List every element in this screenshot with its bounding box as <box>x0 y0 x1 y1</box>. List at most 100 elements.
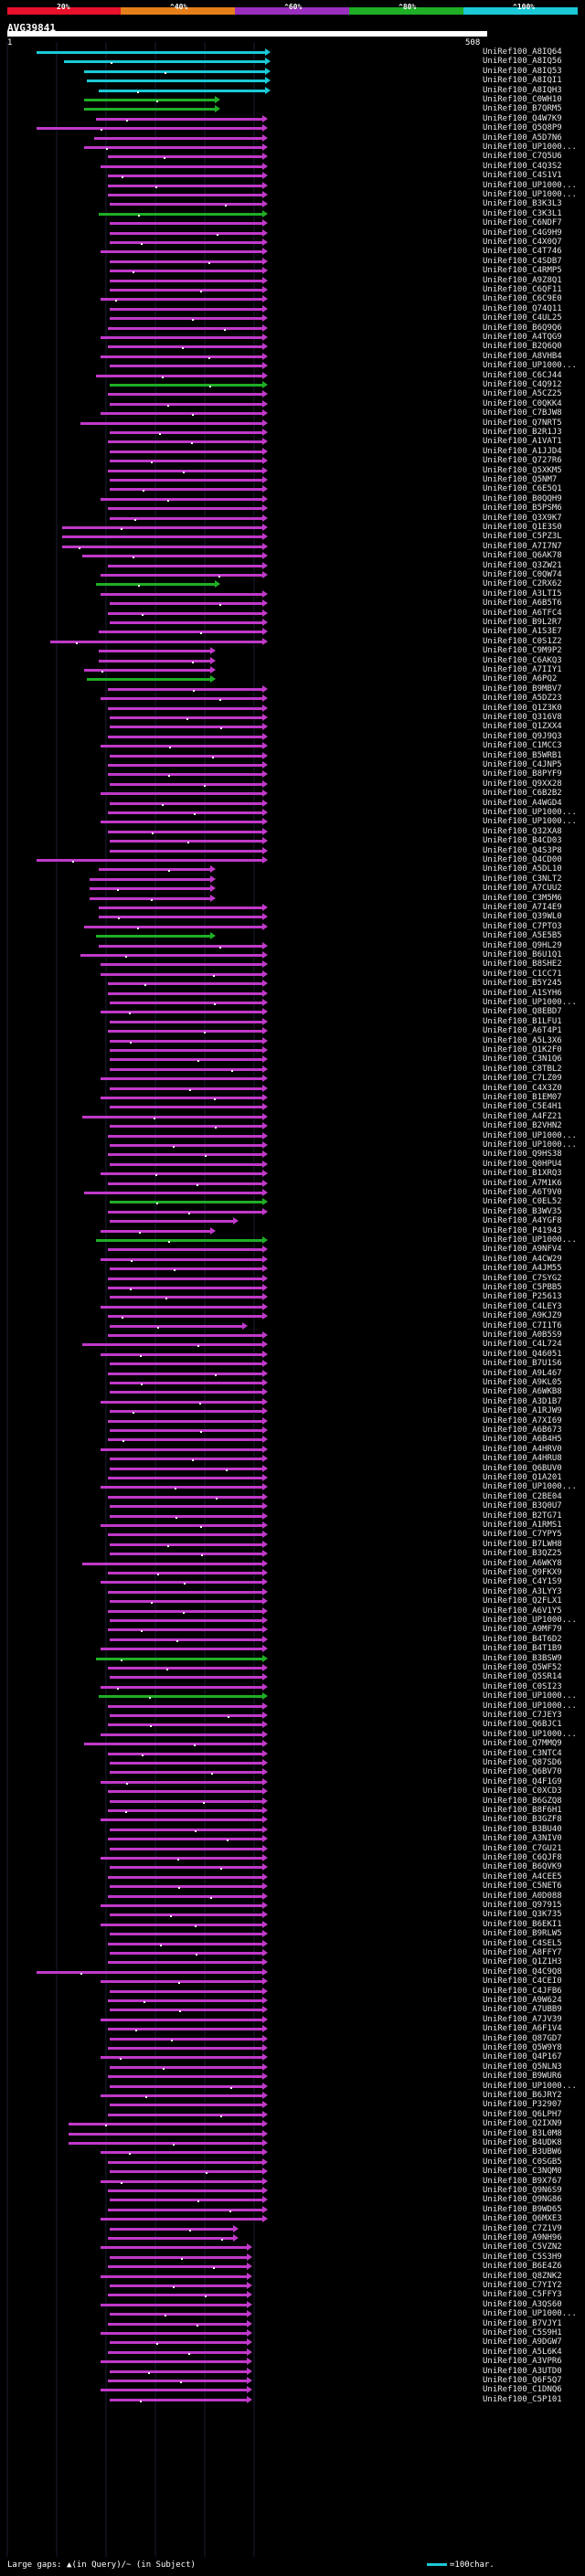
hit-label[interactable]: UniRef100_Q2FLX1 <box>483 1596 562 1606</box>
hit-label[interactable]: UniRef100_C7BJW8 <box>483 408 562 419</box>
hit-label[interactable]: UniRef100_C7SYG2 <box>483 1273 562 1283</box>
hit-label[interactable]: UniRef100_P25613 <box>483 1292 562 1302</box>
hit-label[interactable]: UniRef100_B5Y245 <box>483 979 562 989</box>
hit-row[interactable]: UniRef100_Q6BUV0 <box>0 1464 585 1474</box>
hit-label[interactable]: UniRef100_Q5Q8P9 <box>483 123 562 133</box>
hit-row[interactable]: UniRef100_C7YIY2 <box>0 2281 585 2291</box>
hit-row[interactable]: UniRef100_C0QKK4 <box>0 399 585 409</box>
hit-label[interactable]: UniRef100_A4CW29 <box>483 1254 562 1264</box>
hit-row[interactable]: UniRef100_C4SEL5 <box>0 1939 585 1949</box>
hit-label[interactable]: UniRef100_B2Q6Q0 <box>483 342 562 352</box>
hit-label[interactable]: UniRef100_C0S1Z2 <box>483 636 562 646</box>
hit-row[interactable]: UniRef100_C2BE04 <box>0 1492 585 1502</box>
hit-label[interactable]: UniRef100_C6E5Q1 <box>483 484 562 494</box>
hit-label[interactable]: UniRef100_A9NH96 <box>483 2233 562 2242</box>
hit-label[interactable]: UniRef100_Q5W9Y8 <box>483 2043 562 2052</box>
hit-row[interactable]: UniRef100_B3WV35 <box>0 1207 585 1217</box>
hit-label[interactable]: UniRef100_Q3X9K7 <box>483 513 562 523</box>
hit-row[interactable]: UniRef100_A7XI69 <box>0 1416 585 1426</box>
hit-row[interactable]: UniRef100_C5PZ3L <box>0 532 585 542</box>
hit-label[interactable]: UniRef100_A4HRV0 <box>483 1444 562 1454</box>
hit-label[interactable]: UniRef100_A6TFC4 <box>483 608 562 618</box>
hit-label[interactable]: UniRef100_Q727R6 <box>483 456 562 466</box>
hit-row[interactable]: UniRef100_A9NH96 <box>0 2233 585 2243</box>
hit-row[interactable]: UniRef100_C4JNP5 <box>0 760 585 770</box>
hit-row[interactable]: UniRef100_C7PTO3 <box>0 922 585 932</box>
hit-row[interactable]: UniRef100_C4L724 <box>0 1340 585 1350</box>
hit-row[interactable]: UniRef100_Q4F1G9 <box>0 1777 585 1787</box>
hit-label[interactable]: UniRef100_A6PQ2 <box>483 674 558 684</box>
hit-row[interactable]: UniRef100_Q74Q11 <box>0 304 585 314</box>
hit-label[interactable]: UniRef100_Q9XX28 <box>483 779 562 789</box>
hit-label[interactable]: UniRef100_A7JV39 <box>483 2014 562 2024</box>
hit-row[interactable]: UniRef100_A3QS60 <box>0 2300 585 2310</box>
hit-label[interactable]: UniRef100_B2VHN2 <box>483 1121 562 1131</box>
hit-row[interactable]: UniRef100_A0D088 <box>0 1892 585 1902</box>
hit-row[interactable]: UniRef100_B3GZF8 <box>0 1815 585 1825</box>
hit-row[interactable]: UniRef100_B6QVK9 <box>0 1862 585 1872</box>
hit-label[interactable]: UniRef100_UP1000... <box>483 361 577 371</box>
hit-label[interactable]: UniRef100_C3M5M6 <box>483 893 562 903</box>
hit-row[interactable]: UniRef100_C3NQM0 <box>0 2167 585 2177</box>
hit-row[interactable]: UniRef100_C3M5M6 <box>0 894 585 904</box>
hit-label[interactable]: UniRef100_A3QS60 <box>483 2299 562 2309</box>
hit-label[interactable]: UniRef100_Q1A201 <box>483 1473 562 1482</box>
hit-label[interactable]: UniRef100_C3NLT2 <box>483 874 562 884</box>
hit-row[interactable]: UniRef100_B3QZ25 <box>0 1549 585 1559</box>
hit-row[interactable]: UniRef100_B4CD03 <box>0 836 585 846</box>
hit-row[interactable]: UniRef100_Q9NG86 <box>0 2195 585 2205</box>
hit-row[interactable]: UniRef100_C7BJW8 <box>0 408 585 419</box>
hit-label[interactable]: UniRef100_C4LEY3 <box>483 1301 562 1311</box>
hit-row[interactable]: UniRef100_UP1000... <box>0 190 585 200</box>
hit-label[interactable]: UniRef100_A9Z8Q1 <box>483 275 562 285</box>
hit-row[interactable]: UniRef100_B6GZQ8 <box>0 1797 585 1807</box>
hit-label[interactable]: UniRef100_A1SYH6 <box>483 988 562 998</box>
hit-row[interactable]: UniRef100_C6NDF7 <box>0 218 585 228</box>
hit-label[interactable]: UniRef100_A8IQ64 <box>483 48 562 57</box>
hit-label[interactable]: UniRef100_C5VZN2 <box>483 2242 562 2253</box>
hit-row[interactable]: UniRef100_A6T9V0 <box>0 1188 585 1198</box>
hit-label[interactable]: UniRef100_B2R1J3 <box>483 428 562 437</box>
hit-label[interactable]: UniRef100_B3L0M8 <box>483 2128 562 2138</box>
hit-row[interactable]: UniRef100_A1SYH6 <box>0 989 585 999</box>
hit-label[interactable]: UniRef100_B3BSW9 <box>483 1653 562 1663</box>
hit-label[interactable]: UniRef100_A7M1K6 <box>483 1178 562 1188</box>
hit-label[interactable]: UniRef100_C4RMP5 <box>483 266 562 276</box>
hit-row[interactable]: UniRef100_Q8ZNK2 <box>0 2272 585 2282</box>
hit-label[interactable]: UniRef100_UP1000... <box>483 808 577 817</box>
hit-label[interactable]: UniRef100_Q6AK78 <box>483 551 562 561</box>
hit-label[interactable]: UniRef100_Q4F1G9 <box>483 1776 562 1786</box>
hit-label[interactable]: UniRef100_Q0HPU4 <box>483 1159 562 1169</box>
hit-label[interactable]: UniRef100_B4T6D2 <box>483 1634 562 1644</box>
hit-label[interactable]: UniRef100_A1VAT1 <box>483 437 562 447</box>
hit-row[interactable]: UniRef100_UP1000... <box>0 998 585 1008</box>
hit-row[interactable]: UniRef100_A5L3X6 <box>0 1036 585 1046</box>
hit-row[interactable]: UniRef100_A4FZ21 <box>0 1112 585 1122</box>
hit-label[interactable]: UniRef100_B6U1Q1 <box>483 950 562 959</box>
hit-label[interactable]: UniRef100_Q4W7K9 <box>483 113 562 123</box>
hit-row[interactable]: UniRef100_C5P101 <box>0 2395 585 2405</box>
hit-label[interactable]: UniRef100_B3UBW6 <box>483 2147 562 2157</box>
hit-label[interactable]: UniRef100_A3NIV0 <box>483 1834 562 1844</box>
hit-label[interactable]: UniRef100_A9L467 <box>483 1368 562 1378</box>
hit-row[interactable]: UniRef100_C6C9E0 <box>0 294 585 304</box>
hit-row[interactable]: UniRef100_Q7NRT5 <box>0 419 585 429</box>
hit-label[interactable]: UniRef100_C2RX62 <box>483 579 562 589</box>
hit-row[interactable]: UniRef100_C4Q912 <box>0 380 585 390</box>
hit-label[interactable]: UniRef100_A7CUU2 <box>483 884 562 894</box>
hit-label[interactable]: UniRef100_B9RLW5 <box>483 1929 562 1939</box>
hit-label[interactable]: UniRef100_A5L6K4 <box>483 2347 562 2357</box>
hit-row[interactable]: UniRef100_UP1000... <box>0 1616 585 1626</box>
hit-label[interactable]: UniRef100_B5WRB1 <box>483 750 562 760</box>
hit-label[interactable]: UniRef100_C4JFB6 <box>483 1986 562 1996</box>
hit-row[interactable]: UniRef100_A6B4H5 <box>0 1435 585 1445</box>
hit-row[interactable]: UniRef100_A0B5S9 <box>0 1330 585 1341</box>
hit-row[interactable]: UniRef100_A9KJZ9 <box>0 1311 585 1321</box>
hit-label[interactable]: UniRef100_A1RJW9 <box>483 1406 562 1416</box>
hit-label[interactable]: UniRef100_A7UBB9 <box>483 2005 562 2015</box>
hit-label[interactable]: UniRef100_C0QW74 <box>483 570 562 579</box>
hit-row[interactable]: UniRef100_A9NFV4 <box>0 1245 585 1255</box>
hit-label[interactable]: UniRef100_B0QQH9 <box>483 493 562 504</box>
hit-row[interactable]: UniRef100_A9DGW7 <box>0 2337 585 2348</box>
hit-label[interactable]: UniRef100_A4WGD4 <box>483 798 562 808</box>
